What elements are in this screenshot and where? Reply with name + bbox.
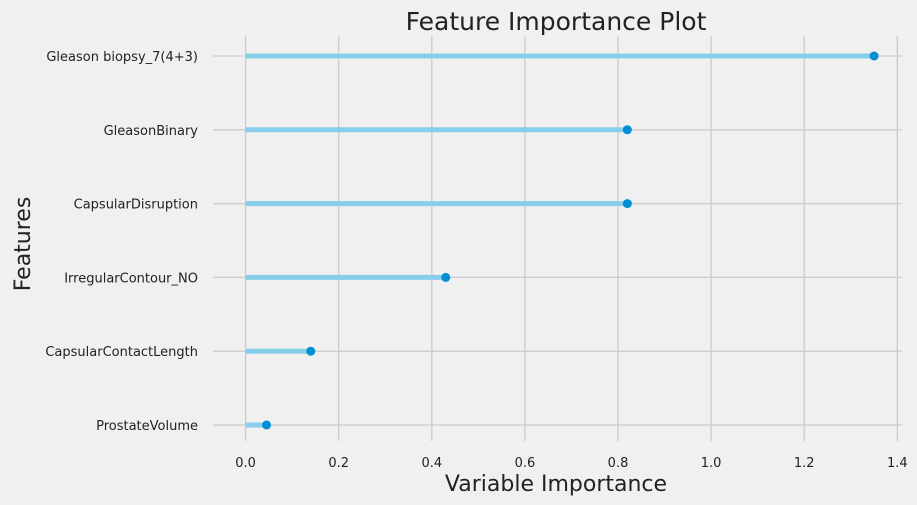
y-tick-label: Gleason biopsy_7(4+3) [46,50,198,65]
mark-layer [245,51,879,430]
lollipop-marker [262,420,272,430]
x-tick-label: 0.2 [328,456,349,471]
y-tick-label: CapsularContactLength [45,345,198,360]
label-layer: 0.0 0.2 0.4 0.6 0.8 1.0 1.2 1.4 Gleason biopsy_7… [45,50,907,471]
x-tick-label: 0.8 [608,456,629,471]
chart-title: Feature Importance Plot [406,7,707,36]
y-tick-label: CapsularDisruption [74,198,198,213]
y-axis-title: Features [11,197,36,292]
x-tick-label: 1.2 [794,456,815,471]
grid-layer [213,36,902,441]
x-tick-label: 1.4 [887,456,908,471]
y-tick-label: ProstateVolume [96,419,198,434]
y-tick-label: GleasonBinary [104,124,199,139]
lollipop-marker [622,125,632,135]
lollipop-marker [441,272,451,282]
x-axis-title: Variable Importance [445,472,667,497]
lollipop-marker [306,346,316,356]
lollipop-marker [869,51,879,61]
x-tick-label: 0.0 [235,456,256,471]
y-tick-label: IrregularContour_NO [64,271,198,286]
x-tick-label: 0.4 [421,456,442,471]
x-tick-label: 1.0 [701,456,722,471]
x-tick-label: 0.6 [515,456,536,471]
lollipop-marker [622,199,632,209]
